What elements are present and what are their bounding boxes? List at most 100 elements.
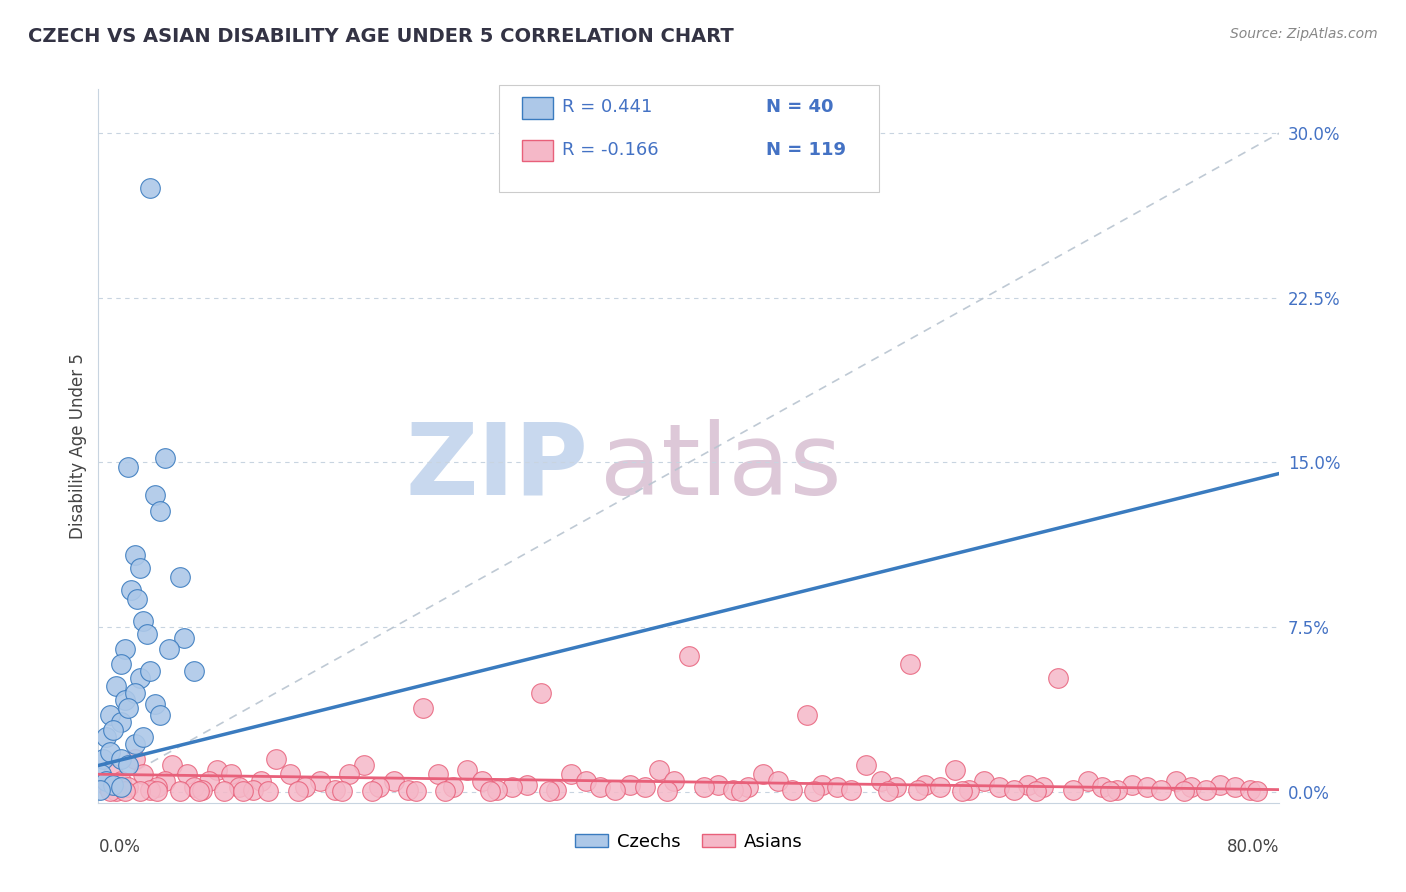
- Point: [143, 488, 166, 502]
- Point: [501, 780, 523, 795]
- Point: [139, 664, 162, 678]
- Point: [136, 626, 159, 640]
- Point: [655, 783, 678, 797]
- Point: [1195, 782, 1218, 797]
- Point: [382, 773, 405, 788]
- Point: [117, 780, 139, 795]
- Point: [1002, 782, 1025, 797]
- Point: [169, 569, 191, 583]
- Point: [212, 783, 235, 797]
- Point: [1136, 780, 1159, 795]
- Point: [546, 782, 568, 797]
- Point: [929, 780, 952, 795]
- Point: [139, 782, 162, 797]
- Point: [114, 642, 136, 657]
- Point: [117, 758, 139, 772]
- Point: [91, 752, 114, 766]
- Point: [89, 782, 111, 797]
- Point: [589, 780, 612, 795]
- Point: [405, 783, 427, 797]
- Point: [183, 664, 205, 678]
- Point: [103, 767, 125, 781]
- Point: [1077, 773, 1099, 788]
- Point: [153, 773, 176, 788]
- Point: [169, 783, 191, 797]
- Point: [1091, 780, 1114, 795]
- Point: [434, 784, 457, 798]
- Point: [110, 657, 132, 672]
- Point: [257, 783, 280, 797]
- Point: [139, 181, 162, 195]
- Point: [157, 642, 180, 657]
- Point: [198, 773, 221, 788]
- Point: [1225, 780, 1247, 795]
- Point: [1166, 773, 1188, 788]
- Point: [183, 780, 205, 795]
- Point: [98, 708, 121, 723]
- Point: [353, 758, 375, 772]
- Point: [1098, 783, 1121, 797]
- Text: Source: ZipAtlas.com: Source: ZipAtlas.com: [1230, 27, 1378, 41]
- Point: [619, 778, 641, 792]
- Point: [478, 783, 501, 797]
- Point: [110, 773, 132, 788]
- Point: [120, 582, 142, 597]
- Point: [803, 783, 825, 797]
- Point: [796, 708, 818, 723]
- Point: [339, 767, 361, 781]
- Point: [110, 780, 132, 795]
- Point: [242, 782, 264, 797]
- Point: [530, 686, 553, 700]
- Point: [117, 459, 139, 474]
- Point: [162, 758, 183, 772]
- Point: [1107, 782, 1129, 797]
- Point: [1025, 783, 1047, 797]
- Point: [176, 767, 198, 781]
- Point: [412, 701, 434, 715]
- Point: [132, 614, 155, 628]
- Point: [841, 782, 863, 797]
- Point: [1018, 778, 1040, 792]
- Point: [648, 763, 671, 777]
- Point: [294, 780, 316, 795]
- Text: ZIP: ZIP: [406, 419, 589, 516]
- Point: [105, 783, 128, 797]
- Point: [723, 782, 745, 797]
- Point: [128, 671, 150, 685]
- Text: atlas: atlas: [600, 419, 842, 516]
- Point: [90, 767, 112, 781]
- Point: [94, 730, 117, 744]
- Point: [1121, 778, 1143, 792]
- Point: [153, 451, 176, 466]
- Point: [1062, 782, 1084, 797]
- Point: [128, 561, 150, 575]
- Point: [114, 692, 136, 706]
- Point: [114, 784, 136, 798]
- Point: [560, 767, 582, 781]
- Point: [900, 657, 922, 672]
- Point: [1209, 778, 1232, 792]
- Text: R = 0.441: R = 0.441: [562, 98, 652, 116]
- Point: [124, 548, 146, 562]
- Point: [360, 784, 382, 798]
- Point: [914, 778, 936, 792]
- Legend: Czechs, Asians: Czechs, Asians: [568, 826, 810, 858]
- Y-axis label: Disability Age Under 5: Disability Age Under 5: [69, 353, 87, 539]
- Point: [457, 763, 479, 777]
- Point: [1150, 782, 1173, 797]
- Point: [125, 591, 148, 606]
- Point: [124, 737, 146, 751]
- Point: [232, 784, 254, 798]
- Text: N = 40: N = 40: [766, 98, 834, 116]
- Point: [1239, 782, 1261, 797]
- Text: 80.0%: 80.0%: [1227, 838, 1279, 856]
- Text: CZECH VS ASIAN DISABILITY AGE UNDER 5 CORRELATION CHART: CZECH VS ASIAN DISABILITY AGE UNDER 5 CO…: [28, 27, 734, 45]
- Point: [330, 783, 353, 797]
- Point: [707, 778, 730, 792]
- Text: 0.0%: 0.0%: [98, 838, 141, 856]
- Point: [94, 773, 117, 788]
- Point: [103, 723, 125, 738]
- Point: [280, 767, 302, 781]
- Point: [870, 773, 893, 788]
- Point: [907, 782, 929, 797]
